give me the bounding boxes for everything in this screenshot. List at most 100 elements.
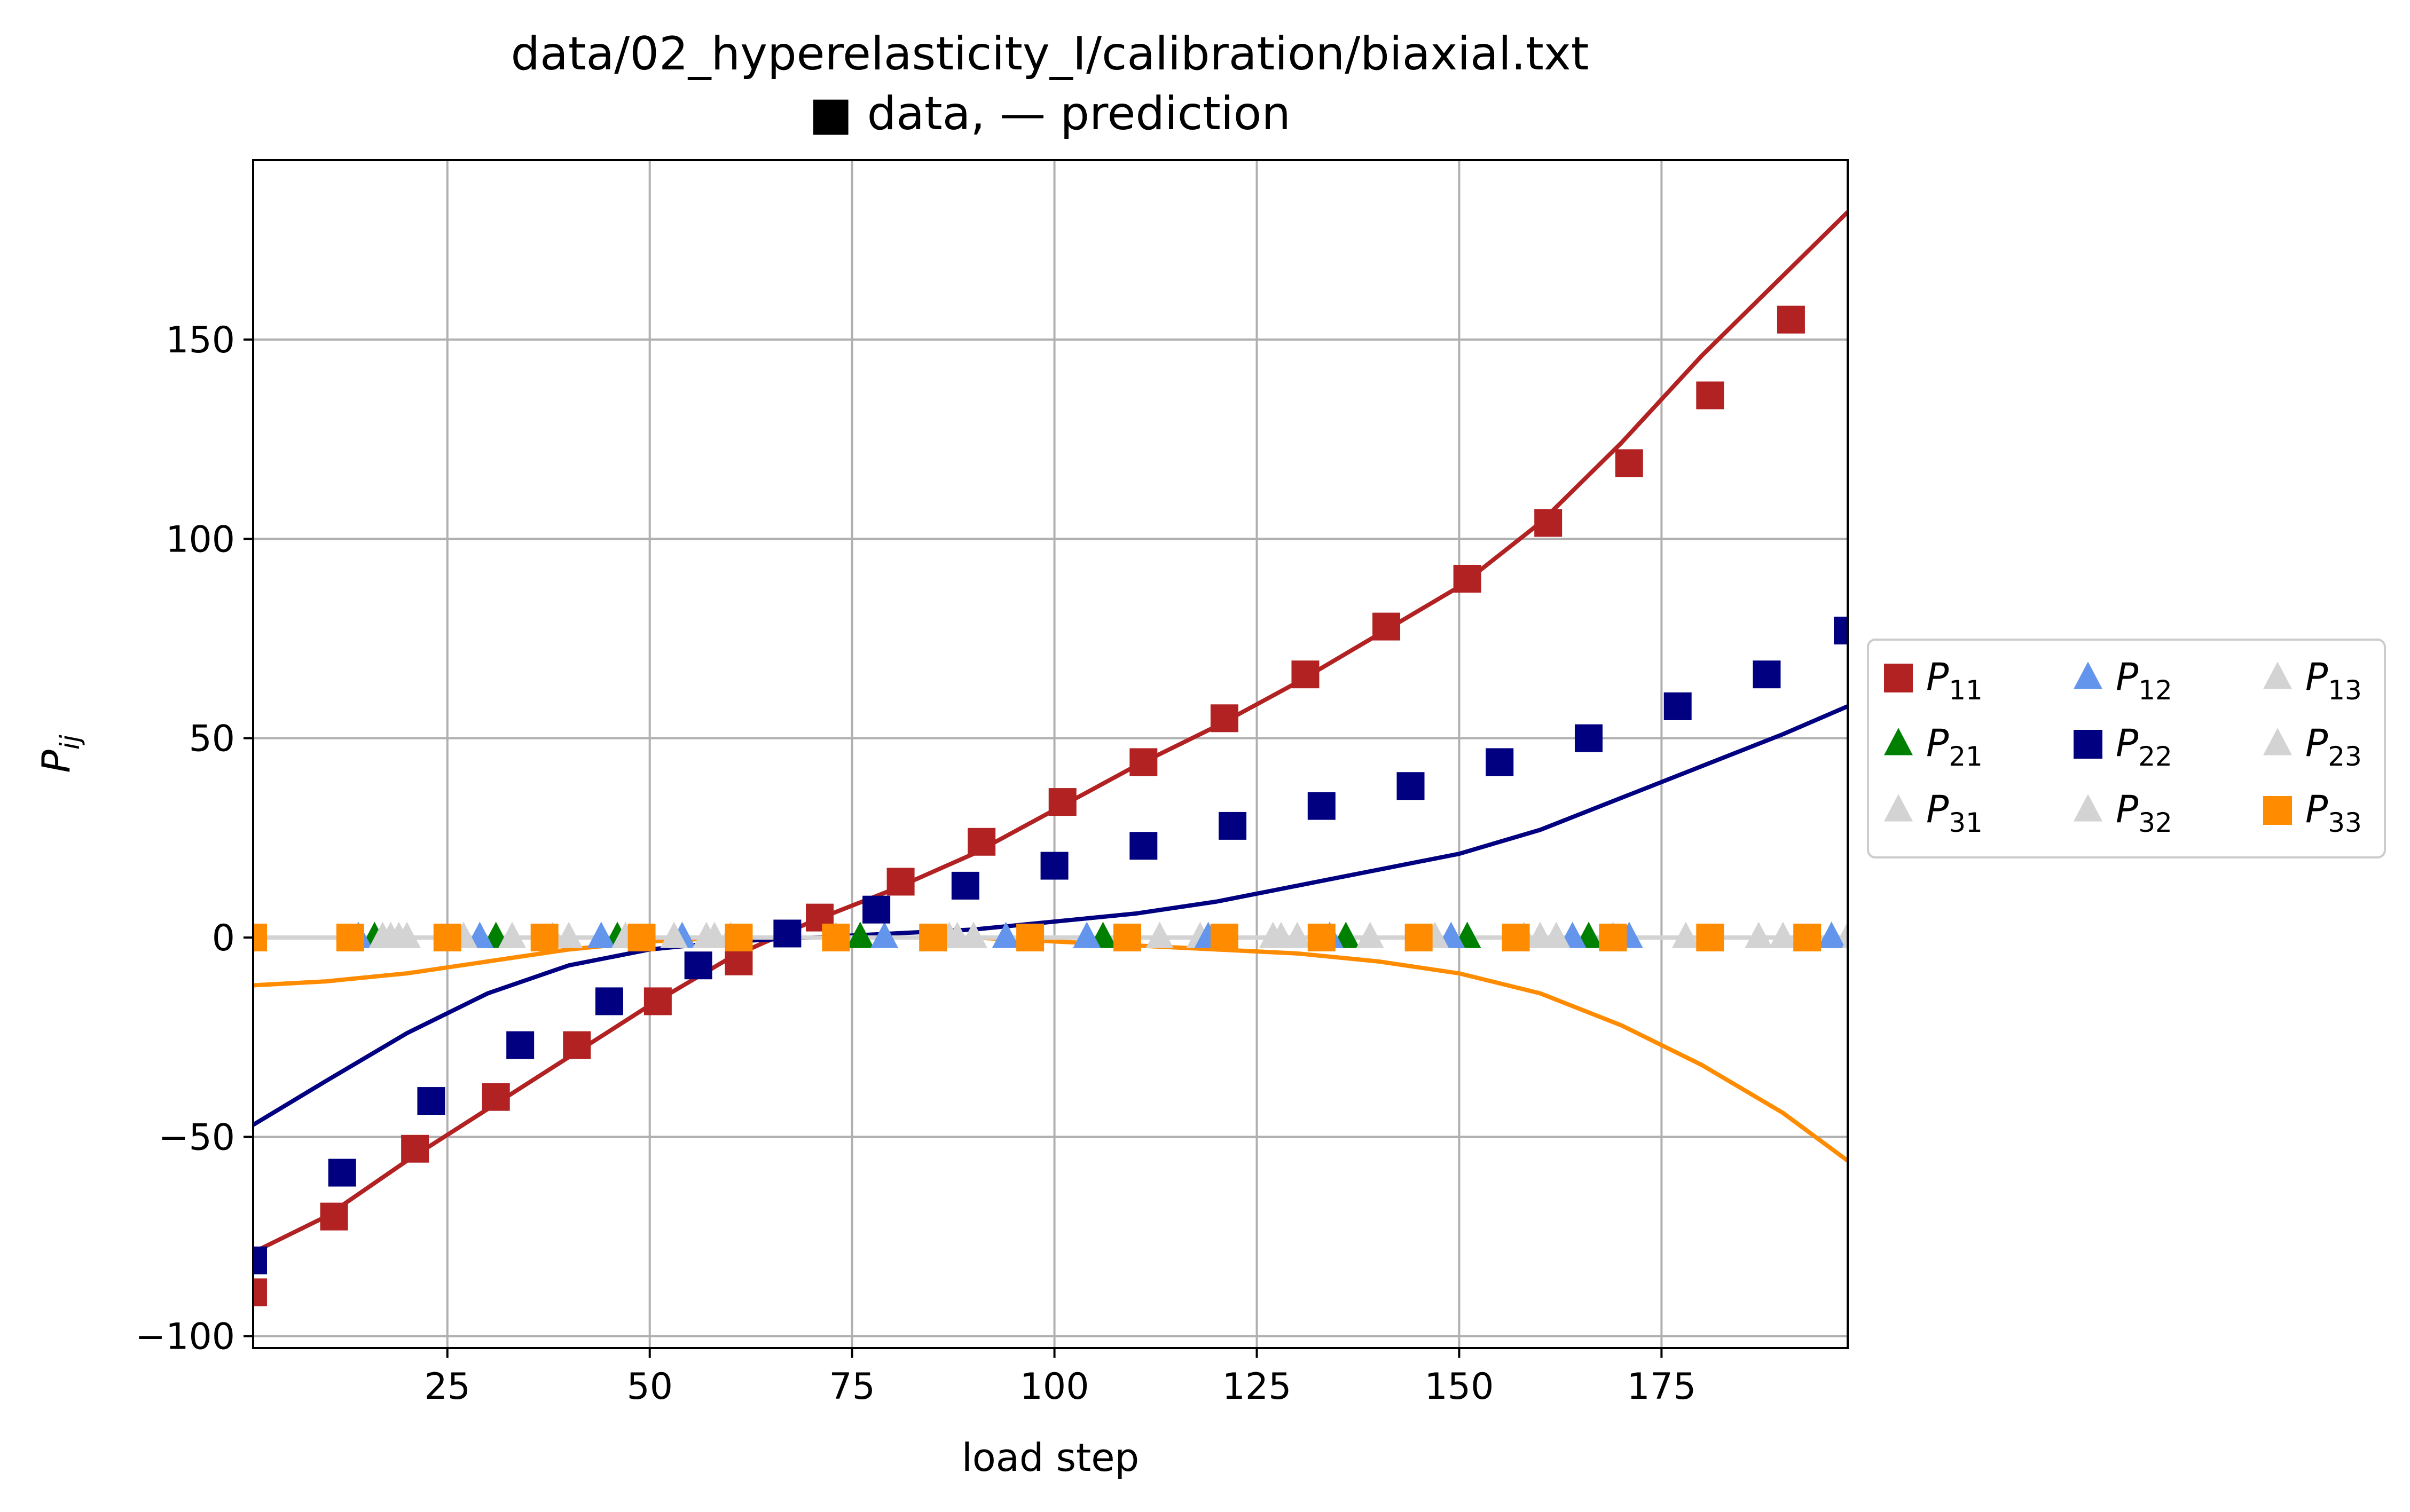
data-point-p11 bbox=[320, 1202, 348, 1231]
x-tick-label: 75 bbox=[829, 1366, 875, 1408]
data-point-p22 bbox=[595, 987, 623, 1015]
data-point-p22 bbox=[1129, 832, 1158, 860]
data-point-p32 bbox=[1769, 922, 1797, 948]
data-point-p32 bbox=[555, 922, 583, 948]
data-point-p11 bbox=[643, 987, 672, 1015]
data-point-p23 bbox=[384, 922, 413, 948]
data-point-p13 bbox=[1745, 922, 1773, 948]
data-point-p22 bbox=[1486, 748, 1514, 776]
data-point-p33 bbox=[919, 923, 947, 951]
legend-label-p22: P22 bbox=[2116, 721, 2172, 772]
legend-marker-p33 bbox=[2263, 796, 2292, 825]
data-point-p11 bbox=[253, 1278, 267, 1306]
legend-label-p33: P33 bbox=[2305, 788, 2362, 838]
prediction-line bbox=[252, 704, 1849, 1127]
data-point-p11 bbox=[1696, 381, 1724, 410]
data-point-p11 bbox=[886, 868, 915, 896]
y-tick-label: −100 bbox=[135, 1316, 235, 1358]
legend-marker-p23 bbox=[2263, 728, 2292, 755]
y-tick-label: −50 bbox=[158, 1116, 235, 1159]
data-point-p33 bbox=[1404, 923, 1433, 951]
data-point-p33 bbox=[530, 923, 559, 951]
axis-ticks: 25 50 75 100 125 150 175 −100 −50 0 50 100 150 bbox=[135, 319, 1696, 1408]
data-point-p22 bbox=[1663, 692, 1692, 720]
data-point-p12 bbox=[587, 922, 615, 948]
x-tick-label: 150 bbox=[1425, 1366, 1494, 1408]
data-point-p11 bbox=[1291, 660, 1320, 689]
x-axis-label: load step bbox=[962, 1435, 1140, 1480]
legend-marker-p11 bbox=[1884, 664, 1913, 692]
data-point-p11 bbox=[1372, 612, 1401, 641]
legend-marker-p13 bbox=[2263, 662, 2292, 689]
legend-marker-p21 bbox=[1884, 728, 1913, 755]
legend-marker-p32 bbox=[2074, 794, 2102, 822]
legend-label-p21: P21 bbox=[1926, 721, 1983, 772]
data-point-p33 bbox=[725, 923, 753, 951]
data-point-p22 bbox=[506, 1031, 535, 1059]
x-tick-label: 125 bbox=[1222, 1366, 1292, 1408]
data-point-p33 bbox=[1113, 923, 1141, 951]
data-point-p22 bbox=[862, 895, 891, 924]
data-point-p33 bbox=[1307, 923, 1336, 951]
data-point-p11 bbox=[725, 947, 753, 975]
legend-label-p32: P32 bbox=[2116, 788, 2172, 838]
data-point-p23 bbox=[1145, 922, 1174, 948]
data-point-p22 bbox=[1753, 660, 1781, 689]
data-point-p11 bbox=[1048, 788, 1077, 816]
chart-title: data/02_hyperelasticity_I/calibration/bi… bbox=[511, 27, 1589, 81]
data-point-p33 bbox=[1793, 923, 1822, 951]
data-point-p32 bbox=[960, 922, 988, 948]
data-point-p11 bbox=[1129, 748, 1158, 776]
legend-box bbox=[1867, 639, 2386, 859]
y-axis-label-group: Pij bbox=[34, 735, 85, 773]
data-point-p11 bbox=[482, 1083, 510, 1111]
data-point-p13 bbox=[1259, 922, 1287, 948]
data-point-p23 bbox=[498, 922, 527, 948]
data-point-p23 bbox=[1842, 937, 1848, 948]
y-tick-label: 150 bbox=[166, 319, 235, 361]
data-point-p33 bbox=[433, 923, 461, 951]
data-point-p12 bbox=[1817, 922, 1846, 948]
y-tick-label: 0 bbox=[212, 917, 235, 959]
y-axis-label: Pij bbox=[34, 735, 85, 773]
data-point-p33 bbox=[822, 923, 850, 951]
plot-frame bbox=[252, 159, 1849, 1349]
data-point-p33 bbox=[1016, 923, 1045, 951]
legend-label-p12: P12 bbox=[2116, 655, 2172, 706]
legend: P11 P21 P31 P12 P22 P32 P13 P23 P33 bbox=[1867, 639, 2386, 859]
data-point-p31 bbox=[1671, 922, 1700, 948]
data-point-p22 bbox=[1396, 772, 1425, 800]
data-point-p33 bbox=[253, 923, 267, 951]
data-point-p22 bbox=[1219, 812, 1247, 840]
x-tick-label: 175 bbox=[1627, 1366, 1696, 1408]
data-point-p11 bbox=[563, 1031, 591, 1059]
data-markers bbox=[253, 305, 1848, 1306]
data-point-p33 bbox=[1502, 923, 1530, 951]
data-point-p21 bbox=[846, 922, 874, 948]
data-point-p33 bbox=[1210, 923, 1238, 951]
data-point-p22 bbox=[684, 951, 712, 980]
y-tick-label: 100 bbox=[166, 518, 235, 561]
data-point-p32 bbox=[1283, 922, 1312, 948]
y-tick-label: 50 bbox=[189, 718, 235, 760]
x-tick-label: 25 bbox=[425, 1366, 471, 1408]
legend-label-p23: P23 bbox=[2305, 721, 2362, 772]
data-point-p12 bbox=[992, 922, 1020, 948]
data-point-p23 bbox=[660, 922, 688, 948]
legend-marker-p22 bbox=[2074, 730, 2102, 759]
data-point-p33 bbox=[627, 923, 656, 951]
y-axis-label-sub: ij bbox=[54, 735, 85, 750]
data-point-p22 bbox=[1574, 724, 1603, 752]
data-point-p11 bbox=[401, 1135, 429, 1163]
data-point-p11 bbox=[1453, 564, 1481, 593]
legend-label-p11: P11 bbox=[1926, 655, 1983, 706]
data-point-p22 bbox=[328, 1159, 356, 1187]
prediction-line bbox=[253, 935, 1849, 1163]
data-point-p13 bbox=[1542, 922, 1571, 948]
legend-label-p31: P31 bbox=[1926, 788, 1983, 838]
data-point-p22 bbox=[417, 1087, 445, 1115]
data-point-p22 bbox=[1040, 852, 1069, 880]
data-point-p22 bbox=[1307, 792, 1336, 820]
data-point-p23 bbox=[1356, 922, 1384, 948]
